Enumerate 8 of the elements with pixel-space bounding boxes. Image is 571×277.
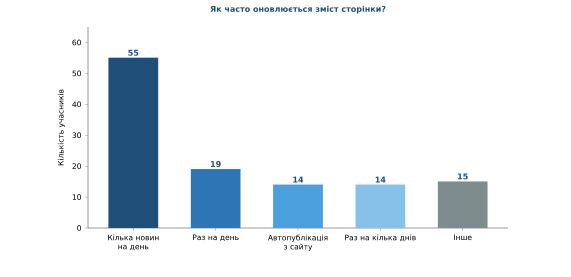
data-label: 14 — [293, 176, 304, 183]
chart-title: Як часто оновлюється зміст сторінки? — [210, 6, 386, 14]
data-label: 14 — [376, 176, 386, 183]
bar — [190, 169, 241, 228]
data-label: 15 — [458, 173, 468, 180]
data-label: 19 — [210, 161, 221, 168]
bar — [438, 181, 488, 228]
data-label: 55 — [128, 50, 138, 56]
